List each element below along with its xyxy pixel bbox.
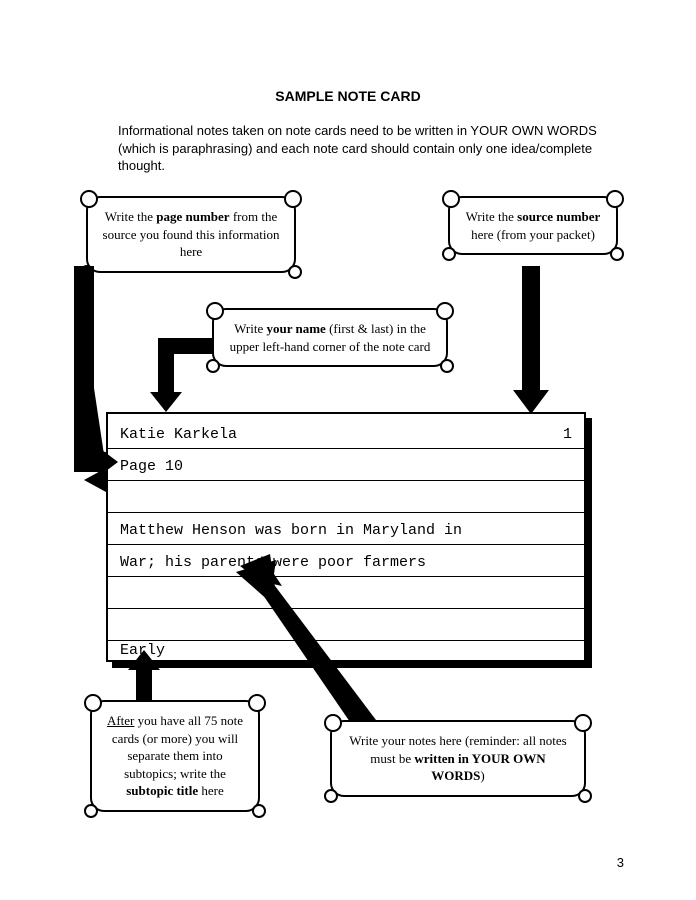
card-note-line-1: Matthew Henson was born in Maryland in xyxy=(120,522,462,539)
card-page-ref: Page 10 xyxy=(120,458,183,475)
page-title: SAMPLE NOTE CARD xyxy=(0,88,696,104)
card-note-line-2: War; his parents were poor farmers xyxy=(120,554,426,571)
page-footer-number: 3 xyxy=(617,855,624,870)
callout-page-number: Write the page number from the source yo… xyxy=(86,196,296,273)
card-source-number: 1 xyxy=(563,426,572,443)
callout-subtopic: After you have all 75 note cards (or mor… xyxy=(90,700,260,812)
callout-source-number: Write the source number here (from your … xyxy=(448,196,618,255)
note-card: Katie Karkela 1 Page 10 Matthew Henson w… xyxy=(106,412,586,662)
callout-your-name: Write your name (first & last) in the up… xyxy=(212,308,448,367)
callout-write-notes: Write your notes here (reminder: all not… xyxy=(330,720,586,797)
card-subtopic: Early xyxy=(120,642,165,659)
intro-paragraph: Informational notes taken on note cards … xyxy=(118,122,598,175)
note-card-body: Katie Karkela 1 Page 10 Matthew Henson w… xyxy=(106,412,586,662)
card-student-name: Katie Karkela xyxy=(120,426,237,443)
